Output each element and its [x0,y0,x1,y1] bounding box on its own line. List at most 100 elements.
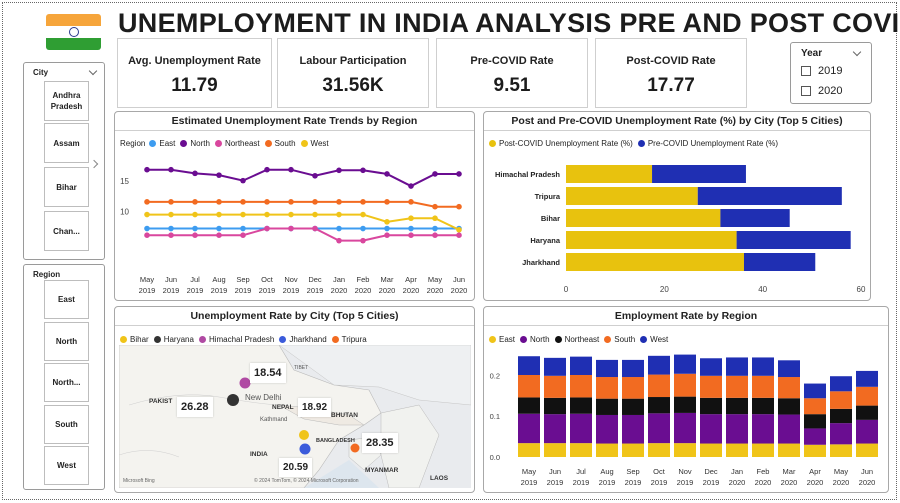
chevron-down-icon[interactable] [852,47,862,57]
map-bubble-himachal-pradesh[interactable] [239,377,251,389]
bar-segment [736,231,851,249]
year-slicer[interactable]: Year 2019 2020 [790,42,872,104]
bar-segment [566,231,737,249]
bar-segment [743,253,816,271]
map-attribution-bing: Microsoft Bing [123,478,155,484]
data-point [168,225,174,232]
x-tick-label: 2019 [651,478,668,487]
legend-item: West [640,335,668,344]
map-label-tibet: TIBET [294,365,309,371]
x-tick-label: Sep [236,275,249,284]
column-segment [596,359,618,378]
column-segment [544,443,566,457]
city-item-bihar[interactable]: Bihar [44,167,89,207]
region-slicer[interactable]: Region East North North... South West [23,264,105,490]
x-tick-label: 2020 [859,478,876,487]
data-point [384,171,390,177]
data-point [360,211,366,218]
city-item-chan[interactable]: Chan... [44,211,89,251]
legend-dot [489,140,496,147]
page-title: UNEMPLOYMENT IN INDIA ANALYSIS PRE AND P… [118,8,900,38]
legend-dot [520,336,528,343]
checkbox[interactable] [801,86,811,96]
column-segment [622,377,644,399]
x-tick-label: 2020 [781,478,798,487]
x-tick-label: 2019 [187,286,204,295]
column-segment [856,386,878,406]
column-segment [544,397,566,415]
region-item-east[interactable]: East [44,280,89,319]
map-label-myanmar: MYANMAR [365,467,399,474]
column-segment [570,356,592,375]
bar-segment [566,187,698,205]
data-point [216,172,222,178]
data-point [336,237,342,244]
legend-dot [300,140,308,147]
column-segment [648,397,670,414]
data-point [288,211,294,218]
x-tick-label: Nov [284,275,298,284]
data-point [192,232,198,238]
data-point [384,232,390,238]
map-terrain [119,345,471,488]
city-item-andhra-pradesh[interactable]: Andhra Pradesh [44,81,89,121]
column-segment [700,414,722,444]
data-point [360,237,366,244]
year-option-2019[interactable]: 2019 [801,65,842,77]
column-segment [622,359,644,378]
data-point [192,170,198,177]
checkbox[interactable] [801,66,811,76]
year-option-2020[interactable]: 2020 [801,85,842,97]
region-item-north[interactable]: North [44,322,89,361]
kpi-value: 11.79 [171,75,218,96]
data-point [360,225,366,232]
map-bubble-haryana[interactable] [227,394,239,406]
x-tick-label: 2019 [625,478,642,487]
map-canvas[interactable]: PAKIST New Delhi NEPAL Kathmand BHUTAN B… [119,345,471,488]
x-tick-label: May [834,467,848,476]
region-item-south[interactable]: South [44,405,89,444]
map-bubble-bihar[interactable] [299,430,309,440]
column-segment [830,444,852,457]
legend-dot [180,140,188,147]
legend-item: Jharkhand [279,335,327,344]
x-tick-label: May [428,275,442,284]
legend-label: Jharkhand [289,335,327,344]
region-item-northeast[interactable]: North... [44,363,89,402]
data-point [264,211,270,218]
data-point [408,225,414,232]
legend-dot [331,336,339,343]
legend-item: West [300,139,329,148]
x-tick-label: 2019 [139,286,156,295]
region-item-west[interactable]: West [44,446,89,485]
legend-label: Haryana [163,335,194,344]
column-segment [804,398,826,415]
column-segment [856,419,878,444]
column-segment [778,360,800,378]
column-segment [700,375,722,398]
map-label-bangladesh: BANGLADESH [316,438,355,444]
data-point [240,225,246,232]
legend-label: North [190,139,210,148]
column-chart: 0.0 0.1 0.2 May 2019 Jun 2019 Jul 2019 Aug 2019 Sep… [490,354,878,487]
x-tick-label: May [522,467,536,476]
chevron-down-icon[interactable] [88,66,98,76]
series-line-south [147,200,459,208]
x-tick-label: 2019 [235,286,252,295]
map-bubble-tripura[interactable] [350,443,360,453]
city-slicer[interactable]: City Andhra Pradesh Assam Bihar Chan... [23,62,105,260]
column-segment [856,405,878,420]
data-point [144,166,150,173]
data-point [384,225,390,232]
kpi-pre-covid: Pre-COVID Rate 9.51 [436,38,588,108]
legend-dot [198,336,206,343]
y-tick-label: 0.1 [490,412,500,421]
bar-segment [566,209,721,227]
column-segment [752,443,774,457]
map-bubble-jharkhand[interactable] [299,443,311,455]
legend-dot [149,140,157,147]
column-segment [856,443,878,457]
column-segment [804,444,826,457]
city-item-assam[interactable]: Assam [44,123,89,163]
data-point [336,225,342,232]
